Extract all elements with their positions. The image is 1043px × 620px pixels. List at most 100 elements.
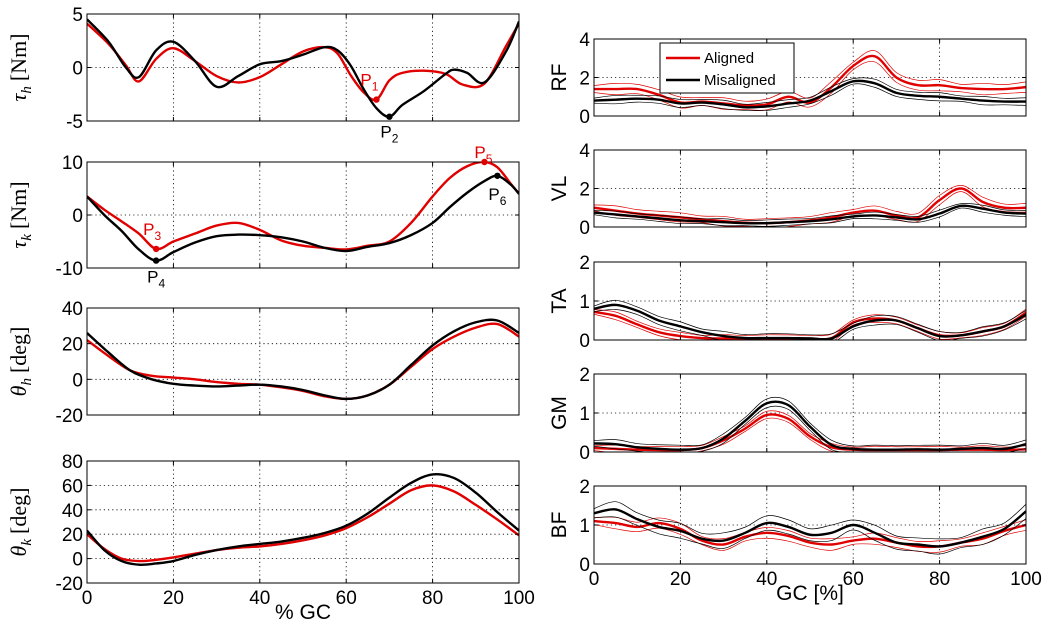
point-label: P4 [147, 268, 165, 291]
y-tick-label: -10 [56, 259, 83, 280]
series-band-upper [594, 396, 1026, 447]
series-line-misaligned [87, 18, 519, 118]
series-group [87, 473, 519, 566]
y-tick-label: 10 [62, 153, 83, 174]
y-label-unit: [deg] [6, 488, 31, 534]
series-group [594, 299, 1026, 340]
chart-theta_h: -20 0 20 40 θh [deg] [6, 299, 520, 427]
plot-area [87, 308, 519, 415]
plot-area [594, 39, 1026, 116]
plot-area [594, 374, 1026, 452]
x-tick-label: 20 [670, 569, 691, 590]
y-tick-label: 0 [72, 550, 83, 571]
y-tick-label: 4 [579, 141, 590, 162]
y-tick-label: 1 [579, 292, 590, 313]
series-line-misaligned [594, 79, 1026, 109]
x-tick-label: 80 [422, 588, 443, 609]
series-band-upper [594, 77, 1026, 105]
series-band-lower [594, 313, 1026, 340]
legend: Aligned Misaligned [659, 42, 795, 94]
y-tick-label: 2 [579, 477, 590, 498]
marker-point [373, 96, 380, 103]
y-tick-label: 0 [72, 370, 83, 391]
series-band-upper [594, 501, 1026, 540]
x-tick-label: 80 [929, 569, 950, 590]
series-line-misaligned [594, 303, 1026, 340]
series-line-misaligned [594, 508, 1026, 548]
plot-area [87, 14, 519, 121]
y-tick-label: 20 [62, 525, 83, 546]
series-band-upper [594, 203, 1026, 222]
x-tick-label: 100 [1010, 569, 1042, 590]
chart-VL: 0 2 4 VL [548, 141, 1027, 239]
y-tick-label: 2 [579, 69, 590, 90]
y-axis-label: τk [Nm] [6, 181, 35, 248]
point-label: P1 [360, 71, 378, 94]
y-tick-label: 2 [579, 253, 590, 274]
y-axis-label: θh [deg] [6, 327, 35, 397]
series-group [87, 318, 519, 401]
series-band-lower [594, 405, 1026, 452]
chart-tau_h: -5 0 5 τh [Nm] P1 P2 [6, 5, 520, 146]
y-tick-label: -5 [66, 112, 83, 133]
y-label-subscript: h [19, 86, 35, 94]
plot-area [87, 162, 519, 268]
series-band-lower [594, 516, 1026, 555]
series-band-lower [594, 207, 1026, 227]
point-label: P6 [488, 185, 506, 208]
plot-frame [86, 307, 520, 416]
series-group [87, 18, 519, 118]
series-line-misaligned [87, 318, 519, 401]
legend-label: Aligned [704, 50, 754, 67]
y-axis-label: BF [548, 512, 571, 539]
legend-box [659, 42, 795, 94]
marker-point [494, 172, 501, 179]
y-label-subscript: k [19, 234, 35, 241]
x-tick-label: 60 [336, 588, 357, 609]
series-band-upper [594, 516, 1026, 543]
y-axis-label: τh [Nm] [6, 33, 35, 101]
y-tick-label: 20 [62, 335, 83, 356]
legend-label: Misaligned [704, 72, 776, 89]
x-tick-label: 0 [82, 588, 93, 609]
x-tick-label: 40 [756, 569, 777, 590]
plot-area [594, 486, 1026, 564]
y-tick-label: 0 [579, 555, 590, 576]
series-line-misaligned [594, 204, 1026, 225]
y-tick-label: 0 [579, 331, 590, 352]
series-band-lower [594, 61, 1026, 111]
series-group [594, 185, 1026, 227]
series-group [594, 501, 1026, 555]
chart-RF: 0 2 4 RF Aligned Misaligned [548, 30, 1027, 128]
chart-TA: 0 1 2 TA [548, 253, 1027, 352]
y-label-symbol: τ [6, 93, 31, 102]
x-tick-label: 20 [163, 588, 184, 609]
y-tick-label: -20 [56, 406, 83, 427]
series-line-misaligned [594, 400, 1026, 451]
y-tick-label: 1 [579, 404, 590, 425]
plot-area [594, 262, 1026, 340]
y-label-symbol: τ [6, 240, 31, 249]
y-axis-label: θk [deg] [6, 488, 35, 557]
y-label-subscript: h [19, 378, 35, 386]
series-line-aligned [87, 484, 519, 563]
y-tick-label: 0 [579, 218, 590, 239]
y-axis-label: TA [548, 288, 571, 313]
point-label: P5 [474, 143, 492, 166]
series-group [594, 50, 1026, 112]
y-tick-label: 4 [579, 30, 590, 51]
point-label: P2 [380, 123, 398, 146]
y-tick-label: 1 [579, 516, 590, 537]
x-tick-label: 0 [589, 569, 600, 590]
marker-point [152, 257, 160, 264]
y-label-symbol: θ [6, 545, 31, 556]
series-band-upper [594, 299, 1026, 336]
y-tick-label: 0 [579, 107, 590, 128]
series-band-upper [594, 185, 1026, 220]
y-tick-label: 2 [579, 365, 590, 386]
series-line-misaligned [87, 473, 519, 566]
x-axis-label: GC [%] [776, 582, 844, 605]
